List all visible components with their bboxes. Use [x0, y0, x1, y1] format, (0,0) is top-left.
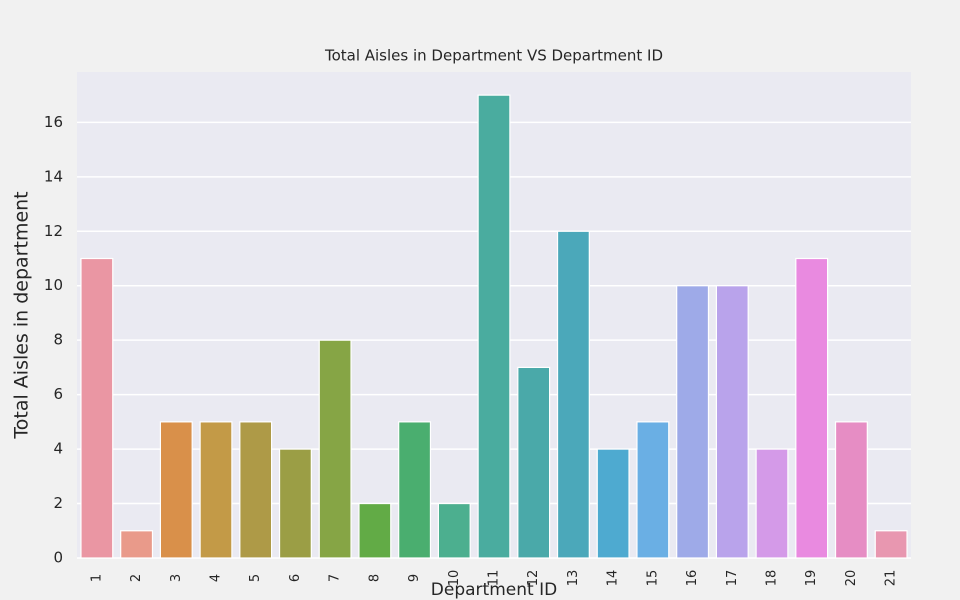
bar [437, 502, 471, 559]
x-tick-label: 15 [645, 570, 660, 587]
x-tick-label: 4 [209, 574, 224, 582]
x-axis-label: Department ID [431, 580, 557, 600]
x-tick-label: 21 [884, 570, 899, 587]
x-tick-label: 13 [566, 570, 581, 587]
y-tick-label: 10 [44, 276, 63, 294]
x-tick-label: 17 [725, 570, 740, 587]
bar [120, 530, 154, 559]
x-tick-label: 2 [129, 574, 144, 582]
x-tick-label: 7 [328, 574, 343, 582]
bar [239, 421, 273, 559]
bar [636, 421, 670, 559]
bar [834, 421, 868, 559]
x-tick-label: 8 [367, 574, 382, 582]
x-tick-label: 5 [248, 574, 263, 582]
y-tick-label: 4 [53, 440, 63, 458]
y-tick-label: 12 [44, 222, 63, 240]
y-axis-label: Total Aisles in department [11, 191, 33, 439]
chart-title: Total Aisles in Department VS Department… [324, 47, 663, 65]
x-tick-label: 6 [288, 574, 303, 582]
x-tick-label: 1 [89, 574, 104, 582]
x-tick-label: 20 [844, 570, 859, 587]
bar [159, 421, 193, 559]
bar [795, 257, 829, 559]
bar [278, 448, 312, 559]
bar [477, 94, 511, 559]
bar [676, 285, 710, 559]
y-tick-label: 0 [53, 549, 63, 567]
y-tick-label: 8 [53, 331, 63, 349]
x-tick-label: 12 [526, 570, 541, 587]
bar [596, 448, 630, 559]
x-tick-label: 16 [685, 570, 700, 587]
bar [199, 421, 233, 559]
bar [556, 230, 590, 559]
bar [358, 502, 392, 559]
y-tick-label: 6 [53, 385, 63, 403]
x-tick-label: 19 [804, 570, 819, 587]
y-tick-label: 16 [44, 113, 63, 131]
x-tick-label: 18 [765, 570, 780, 587]
bar [755, 448, 789, 559]
y-tick-label: 14 [44, 167, 63, 185]
x-tick-label: 9 [407, 574, 422, 582]
y-tick-label: 2 [53, 494, 63, 512]
x-tick-label: 3 [169, 574, 184, 582]
x-tick-label: 11 [487, 570, 502, 587]
bar [318, 339, 352, 559]
bar [80, 257, 114, 559]
bar [398, 421, 432, 559]
x-tick-label: 10 [447, 570, 462, 587]
bar [874, 530, 908, 559]
x-tick-label: 14 [606, 570, 621, 587]
bar [517, 366, 551, 559]
bar [715, 285, 749, 559]
